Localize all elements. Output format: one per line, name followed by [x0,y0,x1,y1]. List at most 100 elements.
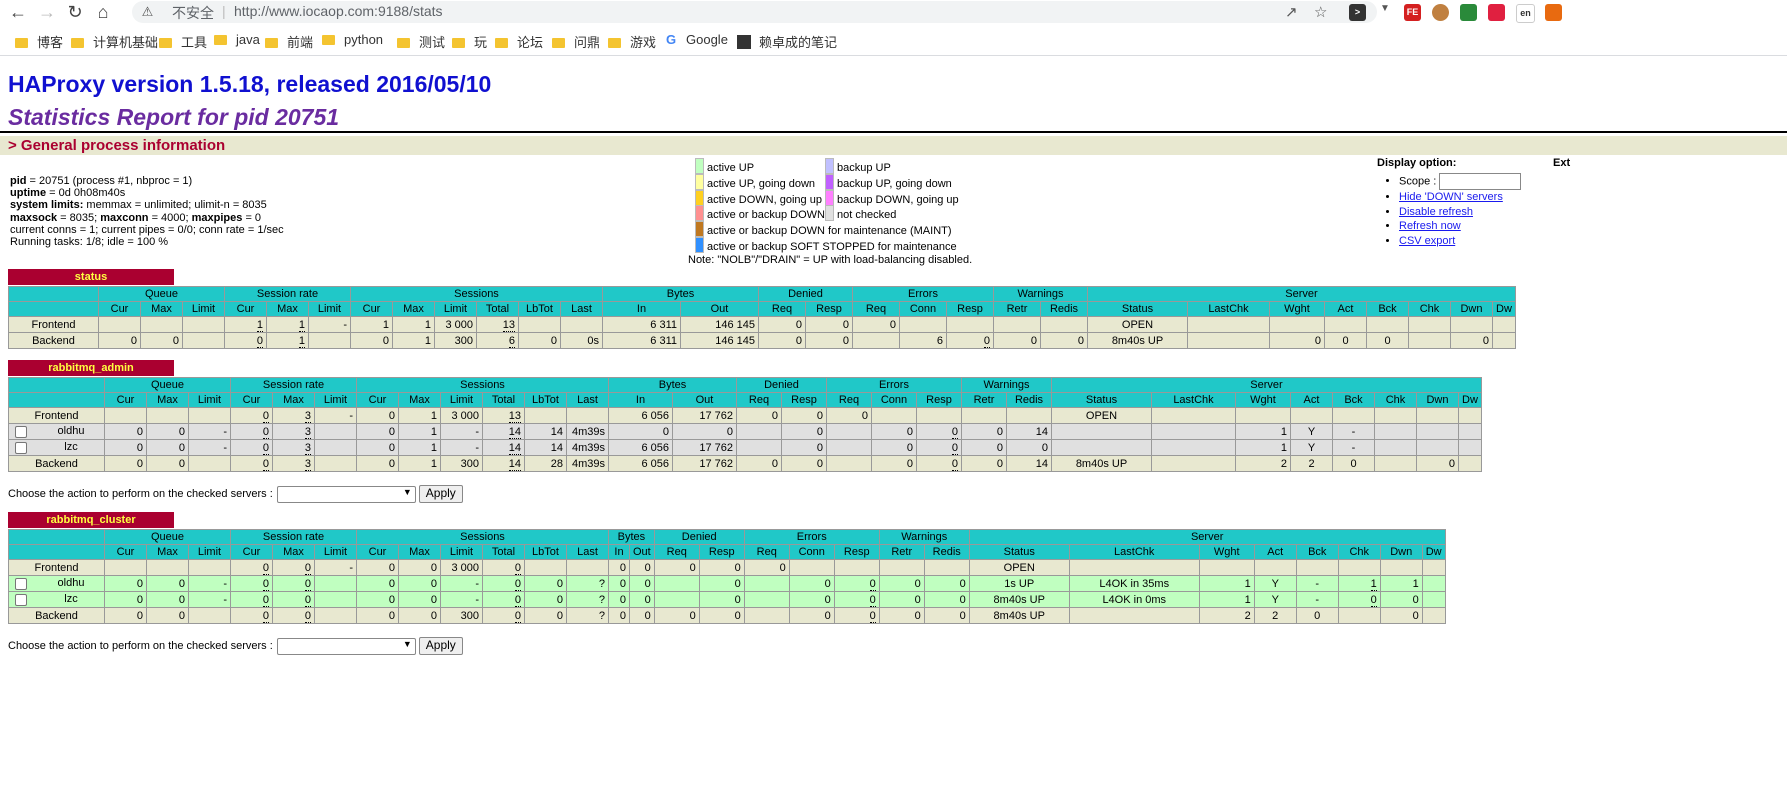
notes-icon [737,35,751,49]
cell-value: 0 [514,561,521,575]
column-header: In [608,392,673,408]
column-header: Chk [1337,544,1381,560]
table-cell [314,591,357,608]
home-icon[interactable]: ⌂ [97,2,109,22]
legend-label: backup DOWN, going up [837,193,959,206]
column-header: Max [272,544,315,560]
server-checkbox[interactable] [15,593,27,606]
scope-input[interactable] [1439,173,1522,190]
bookmark-folder[interactable]: 前端 [265,32,313,51]
table-cell [826,439,872,456]
column-header: LbTot [524,392,567,408]
cell-value: 0 [304,593,311,607]
cell-value: 0 [996,441,1003,454]
column-header: Conn [899,301,947,317]
apply-button[interactable]: Apply [418,485,463,503]
group-header: Session rate [230,377,357,393]
table-cell: - [188,423,231,440]
hide-down-servers-link[interactable]: Hide 'DOWN' servers [1399,191,1503,203]
server-name: oldhu [57,577,85,590]
server-checkbox[interactable] [15,441,27,454]
refresh-now-link[interactable]: Refresh now [1399,220,1461,233]
row-name: Frontend [34,409,79,422]
apply-button[interactable]: Apply [418,637,463,655]
action-select[interactable]: ▼ [276,485,416,503]
bookmark-folder[interactable]: 论坛 [495,32,543,51]
table-cell: 0 [826,407,872,424]
server-checkbox[interactable] [15,425,27,438]
address-bar[interactable] [132,1,1377,23]
table-cell: 0 [698,591,745,608]
extension-fe-icon[interactable]: FE [1404,4,1421,21]
csv-export-link[interactable]: CSV export [1399,234,1456,247]
table-cell: 0 [608,575,630,592]
disable-refresh-link[interactable]: Disable refresh [1399,205,1473,218]
cell-value: 0 [262,561,269,575]
cell-value: - [1315,593,1320,606]
section-header: > General process information [0,136,1787,155]
table-cell: 4m39s [566,455,609,472]
column-header: Cur [356,392,399,408]
insecure-label[interactable]: 不安全 [172,5,214,21]
cell-value: OPEN [1085,409,1118,422]
group-header: Bytes [608,529,655,545]
folder-icon [15,38,28,48]
url-text[interactable]: http://www.iocaop.com:9188/stats [234,3,443,19]
cell-value: 300 [454,334,473,347]
server-name: lzc [64,441,78,454]
extension-red-icon[interactable] [1488,4,1505,21]
bookmark-folder[interactable]: 测试 [397,32,445,51]
bookmark-folder[interactable]: 游戏 [608,32,656,51]
table-cell: 0 [224,332,267,349]
extension-cookie-icon[interactable] [1432,4,1449,21]
table-cell: - [188,439,231,456]
extension-orange-icon[interactable] [1545,4,1562,21]
bookmark-notes[interactable]: 赖卓成的笔记 [737,32,837,51]
extension-translate-icon[interactable]: en [1516,4,1535,23]
cell-value: 13 [508,409,521,423]
cell-value: 6 [508,334,515,348]
cell-value: - [475,577,479,590]
cell-value: 8m40s UP [1075,457,1128,470]
table-cell: - [440,575,483,592]
bookmark-folder[interactable]: 博客 [15,32,63,51]
legend-item: backup DOWN, going up [825,189,959,206]
cell-value: 0 [514,609,521,623]
table-cell [1253,559,1297,576]
table-cell [923,559,970,576]
chevron-down-icon[interactable]: ▼ [1380,3,1390,14]
star-icon[interactable]: ☆ [1314,4,1328,21]
reload-icon[interactable]: ↻ [67,2,83,22]
cell-value: 0 [914,577,921,590]
bookmark-folder[interactable]: 计算机基础 [71,32,158,51]
bookmark-folder[interactable]: 问鼎 [552,32,600,51]
bookmark-google[interactable]: G Google [666,32,728,47]
share-icon[interactable]: ↗ [1285,4,1298,21]
back-arrow-icon[interactable]: ← [9,2,27,22]
bookmark-folder[interactable]: 工具 [159,32,207,51]
extension-green-icon[interactable] [1460,4,1477,21]
table-cell: 0 [736,455,782,472]
extension-terminal-icon[interactable]: > [1349,4,1366,21]
table-cell: 0 [482,559,525,576]
legend-swatch [825,205,834,222]
bookmark-folder[interactable]: 玩 [452,32,487,51]
bookmark-folder[interactable]: python [322,32,383,47]
forward-arrow-icon[interactable]: → [38,2,56,22]
table-cell [1198,559,1255,576]
bookmark-folder[interactable]: java [214,32,260,47]
cell-value: 0 [1412,609,1419,622]
cell-value: ? [598,593,605,606]
table-cell: 0 [1337,591,1381,608]
server-checkbox[interactable] [15,577,27,590]
table-cell: 28 [524,455,567,472]
table-cell: - [1332,439,1375,456]
table-cell: ? [566,575,609,592]
cell-value: 0 [136,441,143,454]
table-cell: 0 [608,423,673,440]
action-select[interactable]: ▼ [276,637,416,655]
warning-icon[interactable]: ⚠ [141,4,154,19]
table-cell: OPEN [1051,407,1152,424]
cell-value: 0 [130,334,137,347]
group-header: Warnings [878,529,970,545]
